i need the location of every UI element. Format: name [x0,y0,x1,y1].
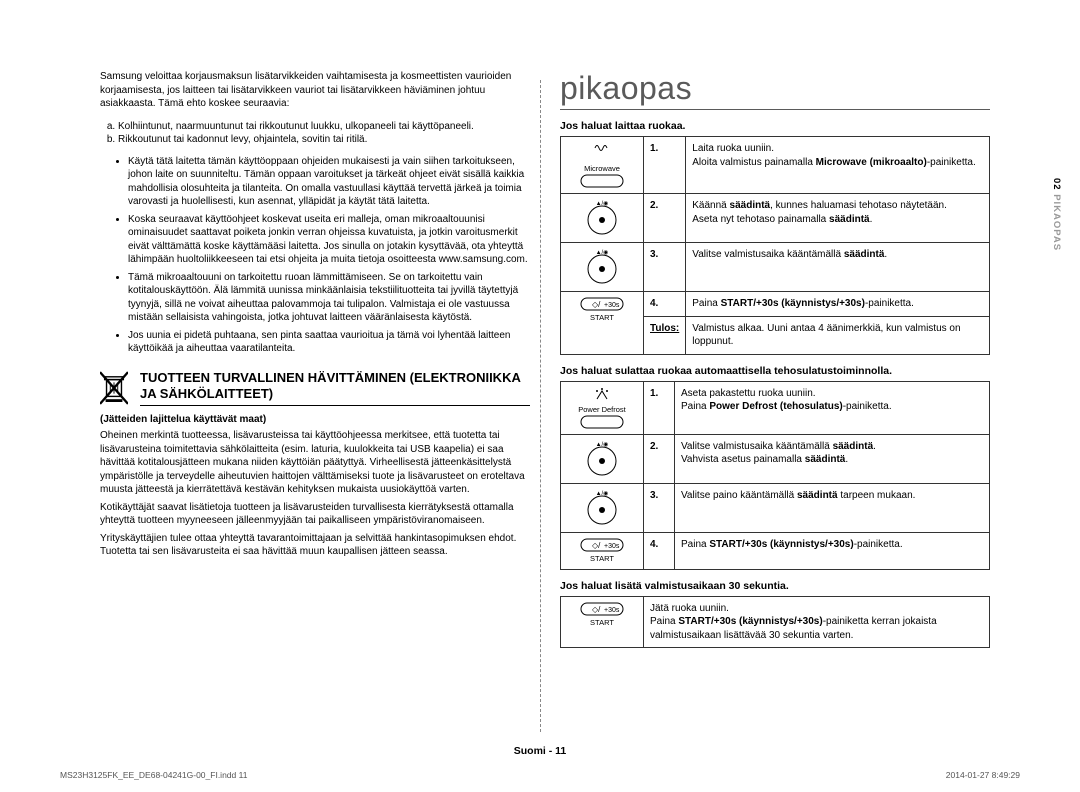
table-row: ▲/◉ 3. Valitse valmistusaika kääntämällä… [561,243,990,292]
svg-text:◇/: ◇/ [592,300,601,309]
dial-icon: ▲/◉ [561,194,644,243]
bullet-4: Jos uunia ei pidetä puhtaana, sen pinta … [128,329,530,356]
dial-icon: ▲/◉ [561,243,644,292]
table-defrost: Power Defrost 1. Aseta pakastettu ruoka … [560,381,990,570]
section-title-row: TUOTTEEN TURVALLINEN HÄVITTÄMINEN (ELEKT… [100,370,530,407]
step-number: 1. [644,137,686,194]
step-text: Valitse paino kääntämällä säädintä tarpe… [675,483,990,532]
page-number: Suomi - 11 [0,745,1080,757]
step-number: 3. [644,483,675,532]
step-text: Paina START/+30s (käynnistys/+30s)-paini… [686,292,990,317]
disposal-p3: Yrityskäyttäjien tulee ottaa yhteyttä ta… [100,532,530,559]
table-cook: Microwave 1. Laita ruoka uuniin. Aloita … [560,136,990,355]
dial-icon: ▲/◉ [561,434,644,483]
alpha-list: Kolhiintunut, naarmuuntunut tai rikkoutu… [100,121,530,145]
start-button-icon: ◇/+30s START [561,532,644,569]
table-row: ▲/◉ 2. Valitse valmistusaika kääntämällä… [561,434,990,483]
start-button-icon: ◇/+30s START [561,596,644,648]
section1-label: Jos haluat laittaa ruokaa. [560,120,990,132]
step-number: 4. [644,292,686,317]
alpha-item-a: Kolhiintunut, naarmuuntunut tai rikkoutu… [118,121,530,132]
bullet-3: Tämä mikroaaltouuni on tarkoitettu ruoan… [128,271,530,325]
svg-text:▲/◉: ▲/◉ [596,491,609,497]
microwave-button-icon: Microwave [561,137,644,194]
svg-text:+30s: +30s [604,302,620,309]
bullet-1: Käytä tätä laitetta tämän käyttöoppaan o… [128,155,530,209]
table-row: ◇/+30s START Jätä ruoka uuniin. Paina ST… [561,596,990,648]
section3-label: Jos haluat lisätä valmistusaikaan 30 sek… [560,580,990,592]
bullet-list: Käytä tätä laitetta tämän käyttöoppaan o… [100,155,530,356]
bullet-2: Koska seuraavat käyttöohjeet koskevat us… [128,213,530,267]
intro-paragraph: Samsung veloittaa korjausmaksun lisätarv… [100,70,530,111]
svg-text:▲/◉: ▲/◉ [596,442,609,448]
quickguide-title: pikaopas [560,70,990,110]
disposal-p2: Kotikäyttäjät saavat lisätietoja tuottee… [100,501,530,528]
defrost-button-icon: Power Defrost [561,381,644,434]
table-row: ◇/+30s START 4. Paina START/+30s (käynni… [561,532,990,569]
column-divider [540,80,541,732]
table-row: Microwave 1. Laita ruoka uuniin. Aloita … [561,137,990,194]
step-text: Käännä säädintä, kunnes haluamasi tehota… [686,194,990,243]
step-text: Aseta pakastettu ruoka uuniin. Paina Pow… [675,381,990,434]
svg-text:◇/: ◇/ [592,541,601,550]
left-column: Samsung veloittaa korjausmaksun lisätarv… [100,70,530,658]
dial-icon: ▲/◉ [561,483,644,532]
svg-text:+30s: +30s [604,543,620,550]
table-plus30: ◇/+30s START Jätä ruoka uuniin. Paina ST… [560,596,990,649]
svg-text:▲/◉: ▲/◉ [596,201,609,207]
table-row: ▲/◉ 2. Käännä säädintä, kunnes haluamasi… [561,194,990,243]
step-number: 2. [644,194,686,243]
step-text: Paina START/+30s (käynnistys/+30s)-paini… [675,532,990,569]
alpha-item-b: Rikkoutunut tai kadonnut levy, ohjaintel… [118,134,530,145]
step-number: 2. [644,434,675,483]
table-row: ◇/+30s START 4. Paina START/+30s (käynni… [561,292,990,317]
footer-file: MS23H3125FK_EE_DE68-04241G-00_FI.indd 11 [60,770,247,780]
disposal-subtitle: (Jätteiden lajittelua käyttävät maat) [100,414,530,425]
disposal-p1: Oheinen merkintä tuotteessa, lisävaruste… [100,429,530,497]
svg-text:+30s: +30s [604,607,620,614]
step-text: Valitse valmistusaika kääntämällä säädin… [675,434,990,483]
result-text: Valmistus alkaa. Uuni antaa 4 äänimerkki… [686,316,990,354]
table-row: ▲/◉ 3. Valitse paino kääntämällä säädint… [561,483,990,532]
footer-time: 2014-01-27 8:49:29 [946,770,1020,780]
svg-text:▲/◉: ▲/◉ [596,250,609,256]
start-button-icon: ◇/+30s START [561,292,644,355]
footer-meta: MS23H3125FK_EE_DE68-04241G-00_FI.indd 11… [60,770,1020,780]
step-text: Jätä ruoka uuniin. Paina START/+30s (käy… [644,596,990,648]
step-number: 1. [644,381,675,434]
disposal-heading: TUOTTEEN TURVALLINEN HÄVITTÄMINEN (ELEKT… [140,370,530,407]
svg-text:◇/: ◇/ [592,605,601,614]
step-number: 3. [644,243,686,292]
result-label: Tulos: [644,316,686,354]
step-text: Laita ruoka uuniin. Aloita valmistus pai… [686,137,990,194]
section2-label: Jos haluat sulattaa ruokaa automaattisel… [560,365,990,377]
side-tab: 02 PIKAOPAS [1040,150,1062,280]
step-number: 4. [644,532,675,569]
table-row: Power Defrost 1. Aseta pakastettu ruoka … [561,381,990,434]
right-column: pikaopas Jos haluat laittaa ruokaa. Micr… [560,70,990,658]
weee-bin-icon [100,370,128,406]
step-text: Valitse valmistusaika kääntämällä säädin… [686,243,990,292]
